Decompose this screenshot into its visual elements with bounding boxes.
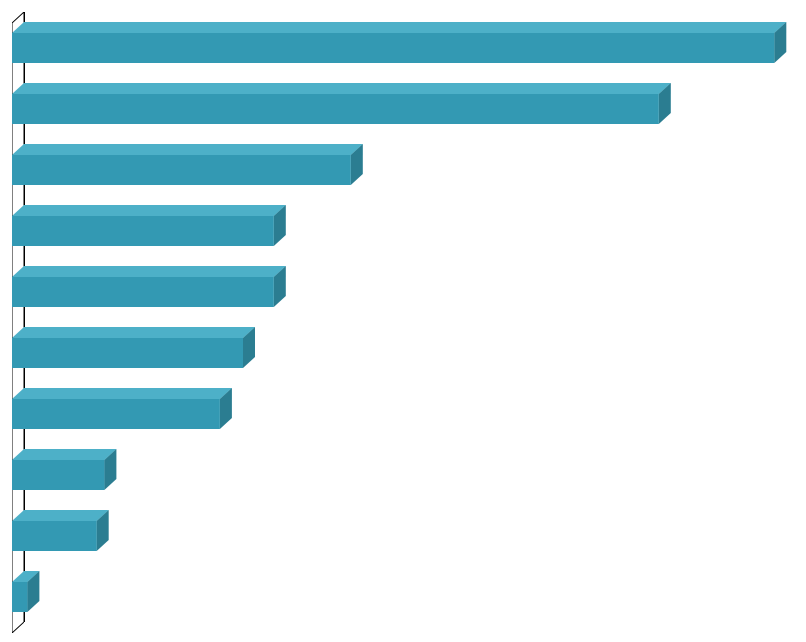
bar-8 [24,510,109,540]
bar-1 [24,83,671,113]
bar-0 [24,22,786,52]
bar-3 [24,205,286,235]
bar-4 [24,266,286,296]
bar-5 [24,327,255,357]
bar-2 [24,144,363,174]
bar-9 [24,571,39,601]
bar-chart-3d [12,12,794,630]
bar-6 [24,388,232,418]
bar-7 [24,449,116,479]
bars-group [24,12,794,622]
